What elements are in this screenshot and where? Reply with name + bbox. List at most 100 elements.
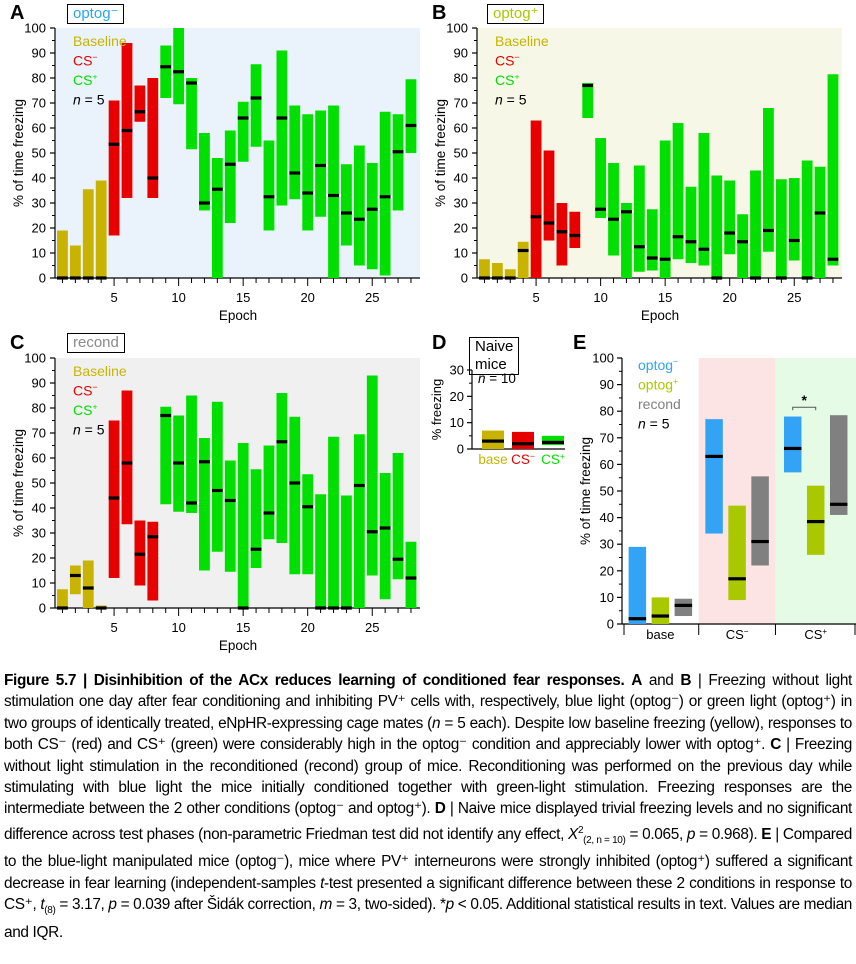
iqr-bar-epoch-2 bbox=[69, 245, 81, 278]
iqr-bar-epoch-8 bbox=[147, 78, 159, 198]
figure-caption: Figure 5.7 | Disinhibition of the ACx re… bbox=[4, 670, 852, 943]
y-tick-label: 100 bbox=[446, 21, 468, 36]
median-mark-epoch-21 bbox=[315, 606, 327, 610]
iqr-bar-epoch-14 bbox=[646, 209, 658, 271]
y-axis-label: % of time freezing bbox=[11, 99, 26, 207]
iqr-bar-epoch-28 bbox=[405, 79, 417, 153]
caption-text: | Compared to the blue-light manipulated… bbox=[4, 825, 852, 892]
median-mark-epoch-3 bbox=[504, 276, 516, 280]
legend-item: n = 5 bbox=[73, 92, 105, 108]
iqr-bar-epoch-25 bbox=[366, 375, 378, 576]
caption-text: | Freezing without light stimulation one… bbox=[4, 672, 852, 732]
median-mark-epoch-8 bbox=[569, 233, 581, 238]
caption-italic: X bbox=[568, 825, 578, 843]
iqr-bar-epoch-12 bbox=[621, 203, 632, 278]
median-mark-epoch-7 bbox=[134, 552, 146, 556]
y-tick-label: 70 bbox=[600, 430, 614, 445]
median-mark-epoch-4 bbox=[95, 606, 107, 610]
iqr-bar-epoch-20 bbox=[302, 114, 314, 231]
caption-italic: t bbox=[320, 874, 325, 892]
iqr-bar-epoch-22 bbox=[328, 436, 339, 608]
median-mark-epoch-18 bbox=[276, 116, 288, 120]
iqr-bar-epoch-2 bbox=[491, 263, 503, 278]
iqr-bar-epoch-3 bbox=[504, 269, 516, 278]
y-tick-label: 100 bbox=[24, 351, 46, 366]
iqr-bar-epoch-18 bbox=[276, 393, 288, 543]
y-tick-label: 80 bbox=[600, 404, 614, 419]
caption-text: = 5 each). Despite low baseline freezing… bbox=[4, 714, 853, 754]
y-tick-label: 30 bbox=[454, 196, 468, 211]
median-mark-epoch-24 bbox=[353, 483, 365, 488]
iqr-bar-epoch-23 bbox=[341, 164, 352, 246]
x-category-label: CS− bbox=[511, 451, 535, 467]
y-tick-label: 10 bbox=[450, 415, 464, 430]
y-tick-label: 50 bbox=[600, 484, 614, 499]
median-mark-epoch-17 bbox=[685, 240, 697, 244]
iqr-bar-epoch-28 bbox=[827, 74, 839, 266]
y-tick-label: 0 bbox=[39, 601, 46, 616]
median-mark-2-0 bbox=[674, 603, 693, 607]
median-mark-epoch-15 bbox=[237, 116, 249, 120]
caption-italic: t bbox=[40, 896, 45, 914]
caption-panel-ref: E bbox=[761, 825, 772, 843]
median-mark-epoch-12 bbox=[199, 201, 210, 205]
median-mark-epoch-22 bbox=[328, 606, 339, 610]
y-tick-label: 0 bbox=[607, 617, 614, 632]
caption-panel-ref: B bbox=[680, 672, 692, 689]
y-tick-label: 70 bbox=[32, 96, 46, 111]
y-tick-label: 20 bbox=[32, 551, 46, 566]
iqr-bar-epoch-1 bbox=[479, 259, 490, 278]
iqr-bar-epoch-24 bbox=[353, 434, 365, 608]
y-tick-label: 10 bbox=[32, 246, 46, 261]
y-tick-label: 30 bbox=[450, 363, 464, 378]
iqr-bar-epoch-6 bbox=[543, 150, 555, 241]
iqr-bar-epoch-8 bbox=[569, 211, 581, 248]
median-mark-epoch-21 bbox=[737, 240, 749, 244]
y-tick-label: 10 bbox=[600, 590, 614, 605]
iqr-bar-epoch-26 bbox=[379, 111, 391, 276]
x-tick-label: 20 bbox=[722, 290, 736, 305]
median-mark-epoch-10 bbox=[595, 207, 607, 211]
median-mark-epoch-22 bbox=[750, 276, 761, 280]
caption-italic: p bbox=[686, 825, 696, 843]
median-mark-epoch-15 bbox=[659, 257, 671, 261]
median-mark-epoch-14 bbox=[224, 162, 236, 166]
iqr-bar-epoch-9 bbox=[582, 83, 594, 118]
y-tick-label: 40 bbox=[32, 171, 46, 186]
panel-d-chart: 0 10 20 30 % freezing n = 10 base CS− CS+ bbox=[429, 363, 565, 467]
median-mark-epoch-27 bbox=[392, 557, 404, 561]
median-mark-epoch-18 bbox=[698, 247, 710, 251]
iqr-bar-epoch-19 bbox=[289, 416, 301, 575]
x-category-label: CS+ bbox=[804, 627, 827, 642]
median-mark-epoch-21 bbox=[315, 163, 327, 168]
iqr-bar-epoch-27 bbox=[392, 114, 404, 211]
iqr-bar-epoch-17 bbox=[263, 445, 275, 540]
panel-b-condition-box: optog⁺ bbox=[487, 4, 545, 24]
iqr-bar-0-0 bbox=[628, 546, 647, 624]
y-tick-label: 60 bbox=[32, 451, 46, 466]
median-mark-epoch-20 bbox=[302, 191, 314, 195]
significance-bracket bbox=[792, 406, 817, 411]
x-axis-label: Epoch bbox=[219, 638, 257, 653]
x-tick-label: 10 bbox=[171, 290, 185, 305]
legend-item: n = 5 bbox=[638, 416, 670, 432]
median-mark-epoch-25 bbox=[788, 238, 800, 243]
iqr-bar-epoch-17 bbox=[263, 140, 275, 231]
x-tick-label: 15 bbox=[236, 620, 250, 635]
x-tick-label: 5 bbox=[532, 290, 539, 305]
median-mark-0-2 bbox=[783, 446, 802, 451]
iqr-bar-epoch-21 bbox=[315, 494, 327, 608]
y-tick-label: 30 bbox=[32, 196, 46, 211]
median-mark-epoch-23 bbox=[763, 228, 774, 233]
median-mark-epoch-13 bbox=[633, 245, 645, 249]
median-mark-epoch-1 bbox=[57, 276, 68, 280]
y-tick-label: 90 bbox=[32, 376, 46, 391]
caption-text: | Freezing without light stimulation in … bbox=[4, 736, 852, 818]
x-tick-label: 5 bbox=[110, 290, 117, 305]
y-tick-label: 100 bbox=[592, 351, 614, 366]
iqr-bar-0-2 bbox=[783, 416, 802, 473]
caption-italic: p bbox=[445, 896, 455, 914]
iqr-bar-epoch-11 bbox=[186, 78, 197, 150]
median-mark-epoch-5 bbox=[530, 215, 542, 219]
iqr-bar-epoch-13 bbox=[633, 165, 645, 272]
